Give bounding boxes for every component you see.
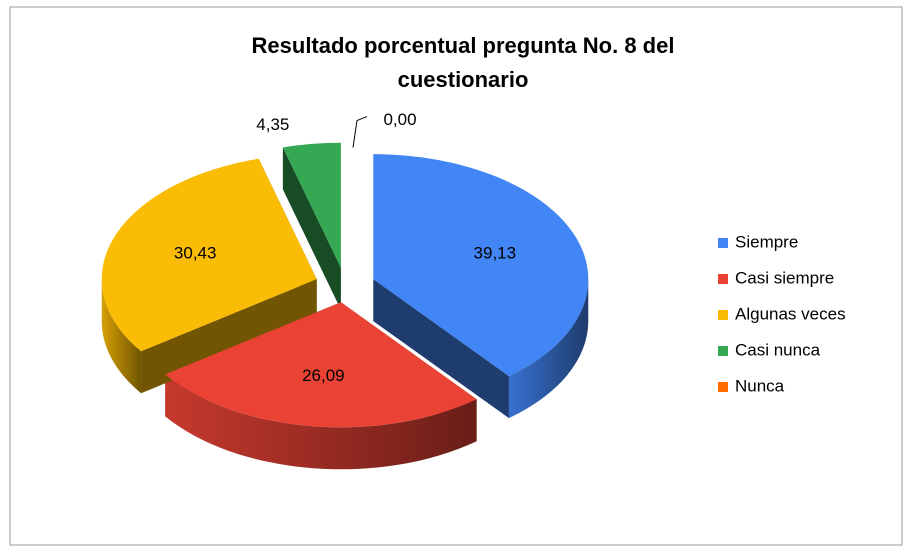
legend-label: Nunca (735, 376, 785, 395)
data-label: 30,43 (174, 244, 217, 263)
legend-swatch (718, 238, 728, 248)
data-label: 39,13 (474, 244, 517, 263)
data-label: 0,00 (383, 110, 416, 129)
legend-label: Casi siempre (735, 268, 834, 287)
legend-label: Algunas veces (735, 304, 846, 323)
slice-side (141, 279, 317, 394)
legend-swatch (718, 346, 728, 356)
pie-slice (101, 158, 317, 352)
pie-slice (282, 142, 341, 268)
legend-swatch (718, 274, 728, 284)
data-label: 26,09 (302, 366, 345, 385)
data-label: 4,35 (256, 115, 289, 134)
pie-slice (373, 154, 589, 377)
leader-line (352, 116, 368, 148)
slice-side (165, 374, 477, 470)
slice-side (101, 279, 142, 394)
legend-label: Casi nunca (735, 340, 821, 359)
legend-label: Siempre (735, 232, 798, 251)
legend-swatch (718, 382, 728, 392)
chart-title: Resultado porcentual pregunta No. 8 del c… (252, 33, 675, 92)
pie-slice (165, 302, 477, 428)
slice-side (373, 279, 509, 419)
slice-tops (101, 142, 589, 428)
slice-side (508, 279, 589, 419)
slice-side (282, 147, 341, 310)
legend-swatch (718, 310, 728, 320)
